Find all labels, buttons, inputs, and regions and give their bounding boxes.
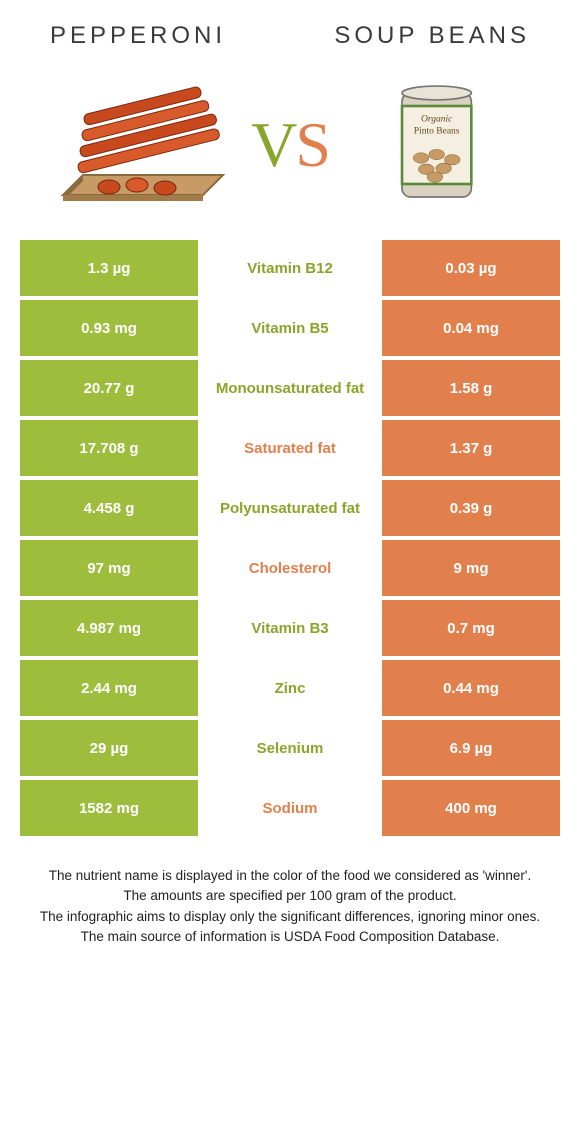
left-value-cell: 29 µg xyxy=(20,720,198,776)
nutrient-name-cell: Zinc xyxy=(201,660,379,716)
left-value-cell: 97 mg xyxy=(20,540,198,596)
right-value-cell: 9 mg xyxy=(382,540,560,596)
nutrient-row: 17.708 gSaturated fat1.37 g xyxy=(20,420,560,476)
left-value-cell: 20.77 g xyxy=(20,360,198,416)
nutrient-row: 20.77 gMonounsaturated fat1.58 g xyxy=(20,360,560,416)
right-value-cell: 1.37 g xyxy=(382,420,560,476)
left-value-cell: 4.458 g xyxy=(20,480,198,536)
nutrient-name-cell: Saturated fat xyxy=(201,420,379,476)
vs-v: V xyxy=(251,109,295,180)
nutrient-name-cell: Vitamin B12 xyxy=(201,240,379,296)
left-value-cell: 1.3 µg xyxy=(20,240,198,296)
nutrient-table: 1.3 µgVitamin B120.03 µg0.93 mgVitamin B… xyxy=(20,240,560,836)
nutrient-name-cell: Selenium xyxy=(201,720,379,776)
nutrient-name-cell: Vitamin B5 xyxy=(201,300,379,356)
nutrient-name-cell: Cholesterol xyxy=(201,540,379,596)
nutrient-row: 1582 mgSodium400 mg xyxy=(20,780,560,836)
right-food-title: SOUP BEANS xyxy=(334,22,530,50)
nutrient-row: 4.458 gPolyunsaturated fat0.39 g xyxy=(20,480,560,536)
footnote-line: The infographic aims to display only the… xyxy=(30,907,550,927)
svg-text:Organic: Organic xyxy=(421,115,453,125)
nutrient-name-cell: Sodium xyxy=(201,780,379,836)
left-value-cell: 2.44 mg xyxy=(20,660,198,716)
left-food-image xyxy=(53,80,233,210)
right-food-image: Organic Pinto Beans xyxy=(347,80,527,210)
left-value-cell: 1582 mg xyxy=(20,780,198,836)
nutrient-row: 0.93 mgVitamin B50.04 mg xyxy=(20,300,560,356)
pepperoni-icon xyxy=(53,85,233,205)
images-row: VS Organic Pinto Beans xyxy=(0,60,580,240)
footnotes: The nutrient name is displayed in the co… xyxy=(30,866,550,947)
left-value-cell: 17.708 g xyxy=(20,420,198,476)
footnote-line: The amounts are specified per 100 gram o… xyxy=(30,886,550,906)
nutrient-row: 1.3 µgVitamin B120.03 µg xyxy=(20,240,560,296)
nutrient-name-cell: Vitamin B3 xyxy=(201,600,379,656)
nutrient-name-cell: Monounsaturated fat xyxy=(201,360,379,416)
nutrient-row: 97 mgCholesterol9 mg xyxy=(20,540,560,596)
canned-beans-icon: Organic Pinto Beans xyxy=(376,80,497,210)
footnote-line: The main source of information is USDA F… xyxy=(30,927,550,947)
vs-s: S xyxy=(295,109,329,180)
right-value-cell: 0.7 mg xyxy=(382,600,560,656)
footnote-line: The nutrient name is displayed in the co… xyxy=(30,866,550,886)
nutrient-row: 2.44 mgZinc0.44 mg xyxy=(20,660,560,716)
left-value-cell: 4.987 mg xyxy=(20,600,198,656)
right-value-cell: 400 mg xyxy=(382,780,560,836)
right-value-cell: 0.44 mg xyxy=(382,660,560,716)
vs-label: VS xyxy=(251,108,329,182)
right-value-cell: 0.39 g xyxy=(382,480,560,536)
left-value-cell: 0.93 mg xyxy=(20,300,198,356)
nutrient-row: 4.987 mgVitamin B30.7 mg xyxy=(20,600,560,656)
right-value-cell: 6.9 µg xyxy=(382,720,560,776)
title-row: PEPPERONI SOUP BEANS xyxy=(0,0,580,60)
right-value-cell: 0.04 mg xyxy=(382,300,560,356)
right-value-cell: 0.03 µg xyxy=(382,240,560,296)
right-value-cell: 1.58 g xyxy=(382,360,560,416)
left-food-title: PEPPERONI xyxy=(50,22,226,50)
nutrient-name-cell: Polyunsaturated fat xyxy=(201,480,379,536)
svg-text:Pinto Beans: Pinto Beans xyxy=(414,127,460,137)
nutrient-row: 29 µgSelenium6.9 µg xyxy=(20,720,560,776)
